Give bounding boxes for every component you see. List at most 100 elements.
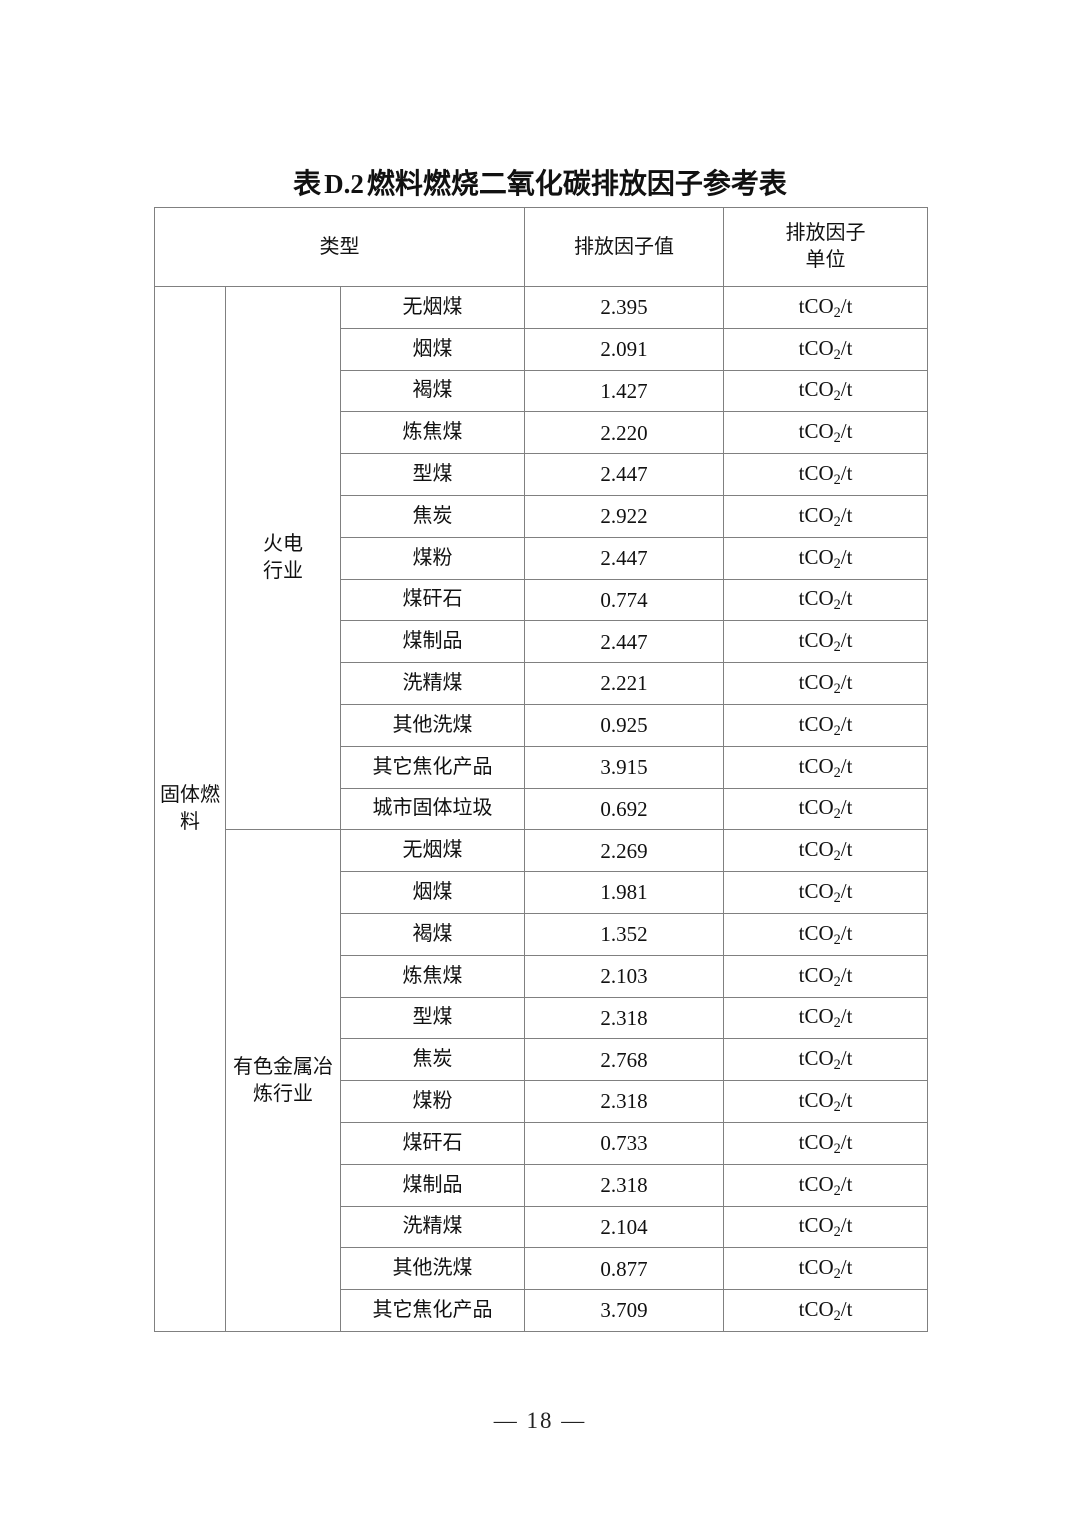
emission-factor-value-cell: 2.922	[524, 494, 725, 538]
header-unit-line-1: 排放因子	[785, 222, 866, 244]
table-row: 焦炭 2.768 tCO2/t	[155, 1038, 929, 1082]
emission-factor-unit-cell: tCO2/t	[723, 1121, 929, 1165]
table-title-number: D.2	[324, 169, 364, 199]
table-row: 煤粉 2.447 tCO2/t	[155, 536, 929, 580]
table-row: 褐煤 1.427 tCO2/t	[155, 369, 929, 413]
emission-factor-value-cell: 2.318	[524, 996, 725, 1040]
emission-factor-value-cell: 3.915	[524, 745, 725, 789]
table-row: 焦炭 2.922 tCO2/t	[155, 494, 929, 538]
table-row: 其它焦化产品 3.709 tCO2/t	[155, 1289, 929, 1332]
emission-factor-value-cell: 2.395	[524, 286, 725, 329]
emission-factor-unit-cell: tCO2/t	[723, 1289, 929, 1332]
emission-factor-value-cell: 0.877	[524, 1247, 725, 1291]
emission-factor-table-wrapper: 类型 排放因子值 排放因子 单位 固体燃料火电 行业 无烟煤 2.395 tCO2/t 烟煤 2.0…	[153, 207, 929, 1332]
emission-factor-value-cell: 2.318	[524, 1163, 725, 1207]
table-row: 煤制品 2.447 tCO2/t	[155, 620, 929, 664]
fuel-type-cell: 炼焦煤	[339, 954, 526, 998]
emission-factor-value-cell: 0.692	[524, 787, 725, 831]
table-row: 固体燃料火电 行业 无烟煤 2.395 tCO2/t	[154, 285, 929, 1332]
emission-factor-unit-cell: tCO2/t	[723, 1205, 929, 1249]
fuel-type-cell: 城市固体垃圾	[339, 787, 526, 831]
emission-factor-unit-cell: tCO2/t	[723, 411, 929, 455]
fuel-type-cell: 型煤	[339, 453, 526, 496]
emission-factor-value-cell: 2.221	[524, 662, 725, 705]
table-title-prefix: 表	[293, 168, 322, 199]
industry-group-label-line-1: 火电	[263, 533, 303, 556]
emission-factor-unit-cell: tCO2/t	[723, 453, 929, 496]
fuel-type-cell: 无烟煤	[339, 286, 526, 329]
emission-factor-value-cell: 2.104	[524, 1205, 725, 1249]
industry-group-label-line-1: 有色金属冶	[233, 1055, 333, 1078]
category-cell-solid-fuel: 固体燃料	[154, 286, 226, 1332]
fuel-type-cell: 煤制品	[339, 1163, 526, 1207]
fuel-type-cell: 洗精煤	[339, 662, 526, 705]
emission-factor-value-cell: 2.447	[524, 620, 725, 664]
fuel-type-cell: 褐煤	[339, 369, 526, 413]
emission-factor-unit-cell: tCO2/t	[723, 912, 929, 956]
fuel-type-cell: 其他洗煤	[339, 703, 526, 747]
table-title-text: 燃料燃烧二氧化碳排放因子参考表	[366, 168, 787, 199]
industry-group-cell-1: 火电 行业	[225, 285, 341, 831]
table-row: 褐煤 1.352 tCO2/t	[155, 912, 929, 956]
table-row: 其它焦化产品 3.915 tCO2/t	[155, 745, 929, 789]
fuel-type-cell: 其它焦化产品	[339, 1289, 526, 1332]
table-row: 城市固体垃圾 0.692 tCO2/t	[155, 787, 929, 831]
header-unit-line-2: 单位	[805, 249, 846, 271]
fuel-type-cell: 炼焦煤	[339, 411, 526, 455]
emission-factor-table: 类型 排放因子值 排放因子 单位 固体燃料火电 行业 无烟煤 2.395 tCO2/t 烟煤 2.0…	[153, 207, 929, 1332]
emission-factor-value-cell: 2.447	[524, 453, 725, 496]
emission-factor-value-cell: 2.103	[524, 954, 725, 998]
fuel-type-cell: 煤制品	[339, 620, 526, 664]
emission-factor-value-cell: 2.269	[524, 829, 725, 873]
table-row: 其他洗煤 0.925 tCO2/t	[155, 703, 929, 747]
emission-factor-unit-cell: tCO2/t	[723, 787, 929, 831]
emission-factor-unit-cell: tCO2/t	[723, 327, 929, 371]
emission-factor-unit-cell: tCO2/t	[723, 996, 929, 1040]
emission-factor-unit-cell: tCO2/t	[723, 703, 929, 747]
emission-factor-unit-cell: tCO2/t	[723, 286, 929, 329]
emission-factor-unit-cell: tCO2/t	[723, 536, 929, 580]
category-label-line-1: 固体燃	[160, 783, 220, 806]
emission-factor-value-cell: 1.981	[524, 871, 725, 914]
fuel-type-cell: 洗精煤	[339, 1205, 526, 1249]
emission-factor-value-cell: 2.091	[524, 327, 725, 371]
emission-factor-unit-cell: tCO2/t	[723, 829, 929, 873]
emission-factor-value-cell: 3.709	[524, 1289, 725, 1332]
fuel-type-cell: 褐煤	[339, 912, 526, 956]
emission-factor-unit-cell: tCO2/t	[723, 1163, 929, 1207]
fuel-type-cell: 煤矸石	[339, 578, 526, 622]
fuel-type-cell: 烟煤	[339, 327, 526, 371]
fuel-type-cell: 型煤	[339, 996, 526, 1040]
emission-factor-unit-cell: tCO2/t	[723, 578, 929, 622]
fuel-type-cell: 煤粉	[339, 1080, 526, 1123]
emission-factor-value-cell: 0.733	[524, 1121, 725, 1165]
fuel-type-cell: 无烟煤	[339, 829, 526, 873]
fuel-type-cell: 其他洗煤	[339, 1247, 526, 1291]
header-cell-factor-value: 排放因子值	[524, 207, 725, 287]
industry-group-label-line-2: 行业	[263, 560, 303, 583]
emission-factor-value-cell: 1.427	[524, 369, 725, 413]
emission-factor-value-cell: 2.318	[524, 1080, 725, 1123]
emission-factor-unit-cell: tCO2/t	[723, 1038, 929, 1082]
fuel-type-cell: 其它焦化产品	[339, 745, 526, 789]
emission-factor-unit-cell: tCO2/t	[723, 871, 929, 914]
emission-factor-value-cell: 2.220	[524, 411, 725, 455]
page-title: 表 D.2 燃料燃烧二氧化碳排放因子参考表	[0, 162, 1080, 202]
emission-factor-unit-cell: tCO2/t	[723, 369, 929, 413]
fuel-type-cell: 焦炭	[339, 494, 526, 538]
fuel-type-cell: 煤矸石	[339, 1121, 526, 1165]
category-label-line-2: 料	[180, 810, 200, 833]
table-row: 型煤 2.318 tCO2/t	[155, 996, 929, 1040]
header-cell-type: 类型	[153, 207, 526, 287]
table-row: 烟煤 2.091 tCO2/t	[155, 327, 929, 371]
emission-factor-unit-cell: tCO2/t	[723, 1247, 929, 1291]
emission-factor-unit-cell: tCO2/t	[723, 954, 929, 998]
fuel-type-cell: 煤粉	[339, 536, 526, 580]
industry-group-label-line-2: 炼行业	[253, 1082, 313, 1105]
emission-factor-unit-cell: tCO2/t	[723, 1080, 929, 1123]
emission-factor-value-cell: 1.352	[524, 912, 725, 956]
table-row: 炼焦煤 2.103 tCO2/t	[155, 954, 929, 998]
table-row: 煤矸石 0.733 tCO2/t	[155, 1121, 929, 1165]
header-cell-factor-unit: 排放因子 单位	[723, 207, 929, 287]
